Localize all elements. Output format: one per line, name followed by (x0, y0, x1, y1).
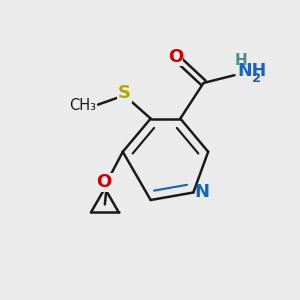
Text: 2: 2 (251, 72, 261, 85)
Text: N: N (194, 184, 209, 202)
Text: S: S (118, 84, 131, 102)
Text: O: O (168, 48, 183, 66)
Text: CH₃: CH₃ (70, 98, 97, 113)
Text: O: O (97, 173, 112, 191)
Text: NH: NH (237, 62, 266, 80)
Text: H: H (234, 53, 247, 68)
